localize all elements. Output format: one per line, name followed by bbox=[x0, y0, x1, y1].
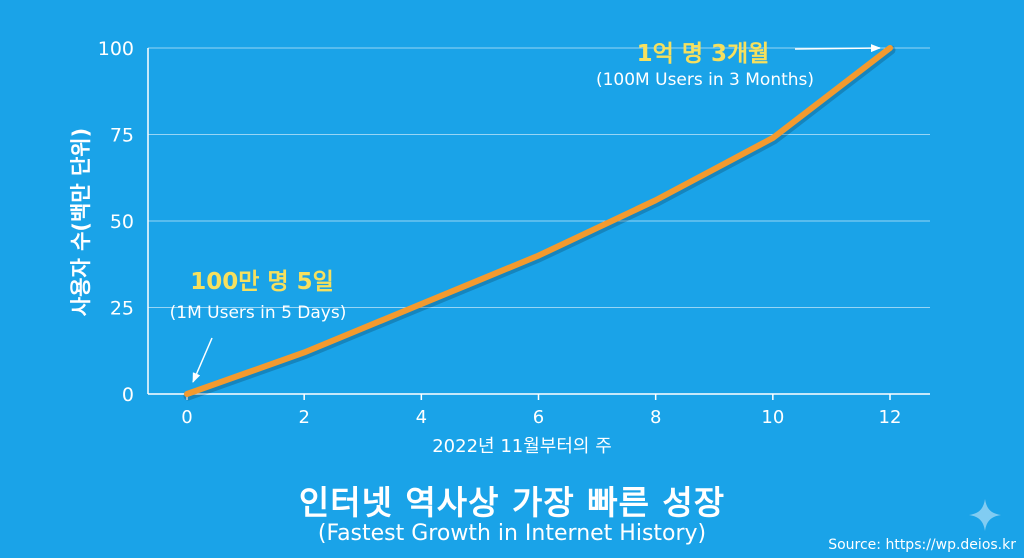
y-tick-label: 0 bbox=[122, 384, 134, 406]
x-axis-label: 2022년 11월부터의 주 bbox=[432, 436, 612, 457]
annotations: 100만 명 5일 (1M Users in 5 Days) 1억 명 3개월 (10… bbox=[170, 41, 881, 383]
chart-title: 인터넷 역사상 가장 빠른 성장 bbox=[298, 483, 726, 522]
source-credit: Source: https://wp.deios.kr bbox=[828, 537, 1016, 553]
annotation-sublabel-start: (1M Users in 5 Days) bbox=[170, 303, 347, 323]
annotation-arrow-end bbox=[794, 44, 881, 53]
annotation-sublabel-end: (100M Users in 3 Months) bbox=[596, 70, 814, 90]
x-tick-label: 8 bbox=[650, 407, 661, 428]
x-tick-labels: 0 2 4 6 8 10 12 bbox=[181, 394, 901, 428]
series-line bbox=[184, 45, 893, 397]
x-tick-label: 12 bbox=[879, 407, 902, 428]
annotation-arrow-start bbox=[192, 337, 213, 383]
x-tick-label: 10 bbox=[761, 407, 784, 428]
x-tick-label: 4 bbox=[416, 407, 427, 428]
y-tick-label: 50 bbox=[110, 211, 134, 233]
x-tick-label: 2 bbox=[298, 407, 309, 428]
y-tick-label: 75 bbox=[110, 125, 134, 147]
y-tick-label: 25 bbox=[110, 298, 134, 320]
chart-subtitle: (Fastest Growth in Internet History) bbox=[317, 521, 707, 546]
annotation-label-start: 100만 명 5일 bbox=[190, 269, 334, 295]
series-line-shadow bbox=[183, 45, 896, 401]
grid-lines bbox=[148, 47, 930, 308]
x-tick-label: 6 bbox=[533, 407, 544, 428]
y-axis-label: 사용자 수(백만 단위) bbox=[69, 128, 93, 316]
y-tick-label: 100 bbox=[98, 38, 134, 60]
line-chart: 0 2 4 6 8 10 12 0 25 50 75 100 100만 명 5일 (1M Users … bbox=[69, 38, 930, 457]
series-layer bbox=[183, 45, 896, 401]
y-tick-labels: 0 25 50 75 100 bbox=[98, 38, 134, 406]
sparkle-icon bbox=[969, 499, 1001, 531]
x-tick-label: 0 bbox=[181, 407, 192, 428]
annotation-label-end: 1억 명 3개월 bbox=[637, 41, 770, 67]
